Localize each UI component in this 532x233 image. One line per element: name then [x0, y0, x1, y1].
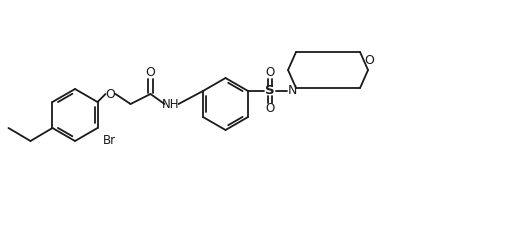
Text: O: O [364, 55, 374, 68]
Text: O: O [265, 103, 275, 116]
Text: N: N [287, 85, 297, 97]
Text: O: O [146, 66, 155, 79]
Text: NH: NH [162, 97, 179, 110]
Text: O: O [105, 88, 115, 100]
Text: Br: Br [103, 134, 116, 147]
Text: S: S [265, 85, 275, 97]
Text: O: O [265, 66, 275, 79]
